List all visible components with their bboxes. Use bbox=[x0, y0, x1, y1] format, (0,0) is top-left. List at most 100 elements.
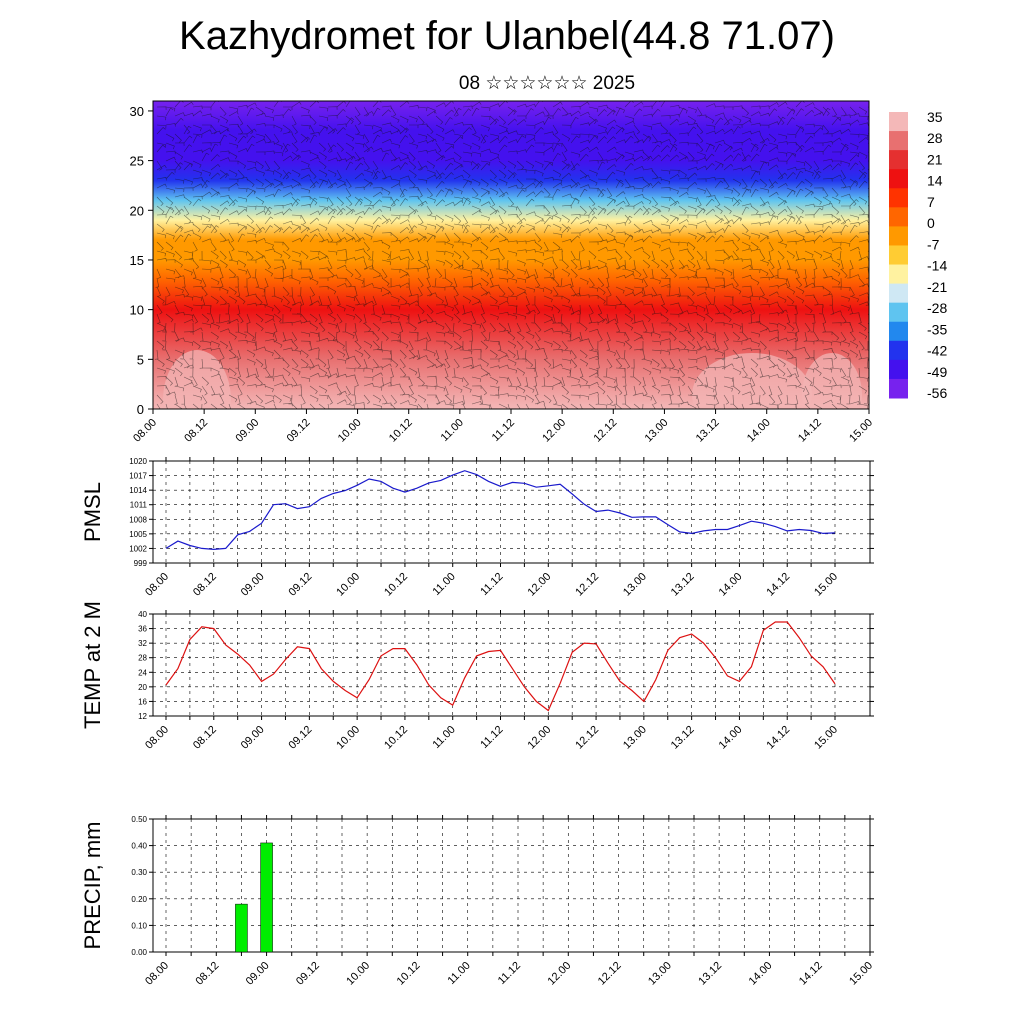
x-tick-label: 11.12 bbox=[478, 724, 505, 751]
x-tick-label: 09.12 bbox=[287, 571, 315, 599]
x-tick-label: 09.00 bbox=[239, 724, 267, 752]
x-tick-label: 14.12 bbox=[797, 960, 825, 988]
x-tick-label: 13.12 bbox=[669, 571, 697, 599]
x-tick-label: 08.00 bbox=[143, 960, 171, 988]
xsec-y-tick-label: 25 bbox=[130, 154, 144, 169]
xsec-x-tick-label: 14.12 bbox=[796, 417, 824, 445]
x-tick-label: 11.12 bbox=[478, 571, 505, 598]
colorbar-label: -21 bbox=[927, 279, 947, 295]
xsec-x-tick-label: 10.00 bbox=[336, 417, 364, 445]
colorbar-swatch bbox=[889, 207, 908, 227]
xsec-x-tick-label: 12.00 bbox=[540, 417, 568, 445]
colorbar-label: 35 bbox=[927, 109, 943, 125]
xsec-x-tick-label: 14.00 bbox=[745, 417, 773, 445]
xsec-y-tick-label: 15 bbox=[130, 253, 144, 268]
colorbar-label: 0 bbox=[927, 215, 935, 231]
x-tick-label: 14.12 bbox=[764, 571, 792, 599]
x-tick-label: 15.00 bbox=[812, 571, 840, 599]
xsec-y-tick-label: 20 bbox=[130, 203, 144, 218]
y-tick-label: 28 bbox=[138, 654, 147, 663]
colorbar-label: 7 bbox=[927, 194, 935, 210]
x-tick-label: 09.12 bbox=[294, 960, 322, 988]
wind-barbs bbox=[154, 101, 869, 409]
colorbar-swatch bbox=[889, 169, 908, 189]
colorbar-swatch bbox=[889, 302, 908, 323]
colorbar-swatch bbox=[889, 283, 908, 304]
x-tick-label: 10.00 bbox=[344, 960, 372, 988]
y-tick-label: 0.20 bbox=[131, 895, 147, 904]
pmsl-panel: 1020 1017 1014 1011 1008 1005 1002 999 08.00 08.1… bbox=[80, 457, 874, 599]
y-tick-label: 0.50 bbox=[131, 815, 147, 824]
y-tick-label: 0.40 bbox=[131, 842, 147, 851]
series-line bbox=[165, 470, 836, 551]
colorbar-label: -56 bbox=[927, 385, 947, 401]
x-tick-label: 13.12 bbox=[696, 960, 724, 988]
colorbar-label: -35 bbox=[927, 321, 947, 337]
colorbar-swatch bbox=[889, 131, 908, 151]
precip-panel: 0.50 0.40 0.30 0.20 0.10 0.00 08.00 08.12 09.00 0… bbox=[80, 815, 875, 988]
x-tick-label: 08.12 bbox=[191, 724, 219, 752]
xsec-y-tick-label: 10 bbox=[130, 303, 144, 318]
x-tick-label: 11.00 bbox=[445, 960, 472, 987]
y-tick-label: 20 bbox=[138, 683, 147, 692]
xsec-y-tick-label: 30 bbox=[130, 104, 144, 119]
colorbar-swatch bbox=[889, 245, 908, 266]
colorbar-swatch bbox=[889, 188, 908, 208]
x-tick-label: 11.00 bbox=[430, 571, 457, 598]
y-tick-label: 16 bbox=[138, 697, 147, 706]
panel-frame bbox=[152, 460, 871, 564]
x-tick-label: 14.00 bbox=[717, 571, 745, 599]
colorbar-swatch bbox=[889, 112, 908, 132]
y-tick-label: 999 bbox=[134, 559, 148, 568]
y-tick-label: 36 bbox=[138, 625, 147, 634]
y-axis-label: PMSL bbox=[80, 482, 105, 542]
x-tick-label: 14.00 bbox=[747, 960, 775, 988]
y-axis-label: TEMP at 2 M bbox=[80, 601, 105, 729]
x-tick-label: 12.12 bbox=[596, 960, 624, 988]
x-tick-label: 08.12 bbox=[191, 571, 219, 599]
colorbar-label: -28 bbox=[927, 300, 947, 316]
xsec-x-tick-label: 13.00 bbox=[643, 417, 671, 445]
colorbar-swatch bbox=[889, 321, 908, 342]
x-tick-label: 10.00 bbox=[334, 571, 362, 599]
y-tick-label: 1017 bbox=[129, 472, 147, 481]
y-tick-label: 24 bbox=[138, 668, 147, 677]
x-tick-label: 12.12 bbox=[573, 724, 601, 752]
y-tick-label: 12 bbox=[138, 712, 147, 721]
x-tick-label: 14.12 bbox=[764, 724, 792, 752]
xsec-x-tick-label: 08.00 bbox=[131, 417, 159, 445]
panel-frame bbox=[152, 613, 871, 717]
chart-title: Kazhydromet for Ulanbel(44.8 71.07) bbox=[179, 14, 835, 58]
colorbar-label: -42 bbox=[927, 343, 947, 359]
colorbar-label: -49 bbox=[927, 364, 947, 380]
colorbar: 35 28 21 14 7 0 -7 -14 -21 -28 -35 -42 -49 -56 bbox=[889, 109, 947, 401]
x-tick-label: 12.00 bbox=[525, 724, 553, 752]
y-tick-label: 1008 bbox=[129, 515, 147, 524]
y-tick-label: 40 bbox=[138, 610, 147, 619]
x-tick-label: 08.00 bbox=[143, 571, 171, 599]
x-tick-label: 10.00 bbox=[334, 724, 362, 752]
y-axis-label: PRECIP, mm bbox=[80, 822, 105, 950]
temp-panel: 40 36 32 28 24 20 16 12 08.00 08.12 09.00 09.12 10.0… bbox=[80, 601, 874, 752]
x-tick-label: 13.00 bbox=[621, 571, 649, 599]
colorbar-swatch bbox=[889, 150, 908, 170]
xsec-x-tick-label: 12.12 bbox=[591, 417, 619, 445]
x-tick-label: 15.00 bbox=[847, 960, 875, 988]
x-tick-label: 08.00 bbox=[143, 724, 171, 752]
y-tick-label: 1005 bbox=[129, 530, 147, 539]
y-tick-label: 1020 bbox=[129, 457, 147, 466]
x-tick-label: 10.12 bbox=[382, 724, 410, 752]
x-tick-label: 10.12 bbox=[382, 571, 410, 599]
xsec-y-tick-label: 0 bbox=[137, 402, 144, 417]
y-tick-label: 1011 bbox=[130, 501, 148, 510]
x-tick-label: 13.00 bbox=[621, 724, 649, 752]
x-tick-label: 15.00 bbox=[812, 724, 840, 752]
x-tick-label: 12.12 bbox=[573, 571, 601, 599]
series-line bbox=[165, 621, 836, 712]
x-tick-label: 08.12 bbox=[193, 960, 221, 988]
colorbar-label: 14 bbox=[927, 173, 943, 189]
x-tick-label: 09.12 bbox=[287, 724, 315, 752]
y-tick-label: 1014 bbox=[129, 486, 147, 495]
colorbar-label: 28 bbox=[927, 130, 943, 146]
